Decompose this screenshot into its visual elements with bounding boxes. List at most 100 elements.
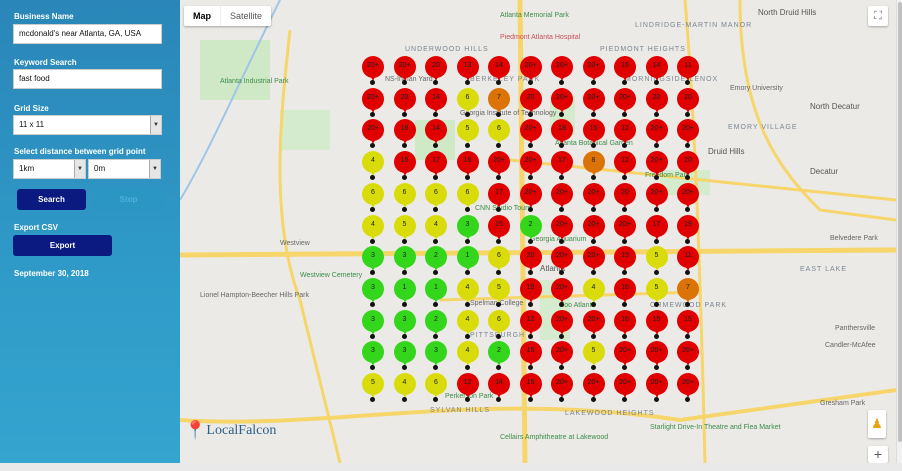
rank-pin[interactable]: 20+ [582,182,605,213]
map-type-satellite[interactable]: Satellite [230,11,263,21]
rank-pin[interactable]: 6 [393,182,416,213]
rank-pin[interactable]: 20+ [582,246,605,276]
pegman-icon[interactable]: ♟ [868,410,886,438]
rank-pin[interactable]: 16 [519,373,542,403]
rank-pin[interactable]: 2 [519,214,542,245]
rank-pin[interactable]: 20+ [645,341,668,371]
rank-pin[interactable]: 15 [582,119,605,149]
map-type-map[interactable]: Map [184,6,221,26]
rank-pin[interactable]: 20+ [645,151,668,181]
rank-pin[interactable]: 20 [677,87,699,118]
rank-pin[interactable]: 20+ [582,214,605,245]
rank-pin[interactable]: 20 [519,87,542,118]
rank-pin[interactable]: 3 [362,277,384,308]
rank-pin[interactable]: 5 [488,277,510,308]
rank-pin[interactable]: 3 [425,341,447,371]
rank-pin[interactable]: 5 [645,277,668,308]
rank-pin[interactable]: 20+ [551,87,573,118]
rank-pin[interactable]: 20+ [645,119,668,149]
rank-pin[interactable]: 4 [362,214,384,245]
rank-pin[interactable]: 1 [425,277,447,308]
rank-pin[interactable]: 20 [614,182,636,213]
rank-pin[interactable]: 14 [488,56,510,86]
rank-pin[interactable]: 13 [456,56,479,86]
rank-pin[interactable]: 18 [393,119,416,149]
rank-pin[interactable]: 20 [393,87,416,118]
rank-pin[interactable]: 6 [488,119,510,149]
rank-pin[interactable]: 20+ [677,182,699,213]
scrollbar[interactable] [896,0,902,463]
export-button[interactable]: Export [13,235,112,256]
rank-pin[interactable]: 20+ [551,277,573,308]
rank-pin[interactable]: 4 [456,341,479,371]
rank-pin[interactable]: 20+ [551,309,573,340]
rank-pin[interactable]: 20+ [551,182,573,213]
rank-pin[interactable]: 5 [645,246,668,276]
rank-pin[interactable]: 20+ [362,56,384,86]
rank-pin[interactable]: 20+ [614,214,636,245]
keyword-input[interactable]: fast food [13,69,162,89]
rank-pin[interactable]: 7 [488,87,510,118]
rank-pin[interactable]: 17 [425,151,447,181]
rank-pin[interactable]: 17 [488,182,510,213]
rank-pin[interactable]: 2 [425,309,447,340]
rank-pin[interactable]: 4 [393,373,416,403]
rank-pin[interactable]: 20+ [614,341,636,371]
rank-pin[interactable]: 20+ [551,341,573,371]
fullscreen-icon[interactable]: ⛶ [868,6,888,26]
rank-pin[interactable]: 15 [677,309,699,340]
rank-pin[interactable]: 6 [456,87,479,118]
rank-pin[interactable]: 20+ [677,341,699,371]
rank-pin[interactable]: 20 [677,151,699,181]
zoom-in-button[interactable]: + [868,446,888,463]
rank-pin[interactable]: 11 [677,246,699,276]
rank-pin[interactable]: 1 [393,277,416,308]
rank-pin[interactable]: 19 [519,277,542,308]
rank-pin[interactable]: 17 [551,151,573,181]
rank-pin[interactable]: 16 [614,309,636,340]
rank-pin[interactable]: 11 [677,56,699,86]
grid-size-select[interactable]: 11 x 11 ▼ [13,115,162,135]
rank-pin[interactable]: 19 [677,214,699,245]
rank-pin[interactable]: 6 [362,182,384,213]
rank-pin[interactable]: 20 [645,87,668,118]
rank-pin[interactable]: 6 [488,309,510,340]
rank-pin[interactable]: 20+ [519,56,542,86]
rank-pin[interactable]: 20+ [645,373,668,403]
rank-pin[interactable]: 3 [362,341,384,371]
rank-pin[interactable]: 20+ [614,87,636,118]
rank-pin[interactable]: 20+ [519,119,542,149]
rank-pin[interactable]: 20+ [551,373,573,403]
rank-pin[interactable]: 6 [425,182,447,213]
rank-pin[interactable]: 12 [614,151,636,181]
stop-button[interactable]: Stop [94,189,163,210]
rank-pin[interactable]: 7 [677,277,699,308]
rank-pin[interactable]: 14 [488,373,510,403]
rank-pin[interactable]: 20+ [582,56,605,86]
rank-pin[interactable]: 2 [488,341,510,371]
rank-pin[interactable]: 3 [362,309,384,340]
rank-pin[interactable]: 5 [393,214,416,245]
rank-pin[interactable]: 20+ [582,309,605,340]
rank-pin[interactable]: 20+ [362,87,384,118]
rank-pin[interactable]: 5 [456,119,479,149]
rank-pin[interactable]: 12 [519,309,542,340]
rank-pin[interactable]: 14 [425,87,447,118]
rank-pin[interactable]: 20+ [551,246,573,276]
rank-pin[interactable]: 8 [582,151,605,181]
rank-pin[interactable]: 3 [393,246,416,276]
distance-km-select[interactable]: 1km ▼ [13,159,86,179]
rank-pin[interactable]: 20 [425,56,447,86]
rank-pin[interactable]: 20 [519,246,542,276]
rank-pin[interactable]: 15 [614,246,636,276]
rank-pin[interactable]: 6 [425,373,447,403]
rank-pin[interactable]: 20+ [551,56,573,86]
rank-pin[interactable]: 6 [456,182,479,213]
rank-pin[interactable]: 14 [645,56,668,86]
rank-pin[interactable]: 16 [519,341,542,371]
rank-pin[interactable]: 4 [582,277,605,308]
rank-pin[interactable]: 20+ [645,182,668,213]
rank-pin[interactable]: 18 [551,119,573,149]
rank-pin[interactable]: 3 [393,341,416,371]
rank-pin[interactable]: 20+ [614,373,636,403]
